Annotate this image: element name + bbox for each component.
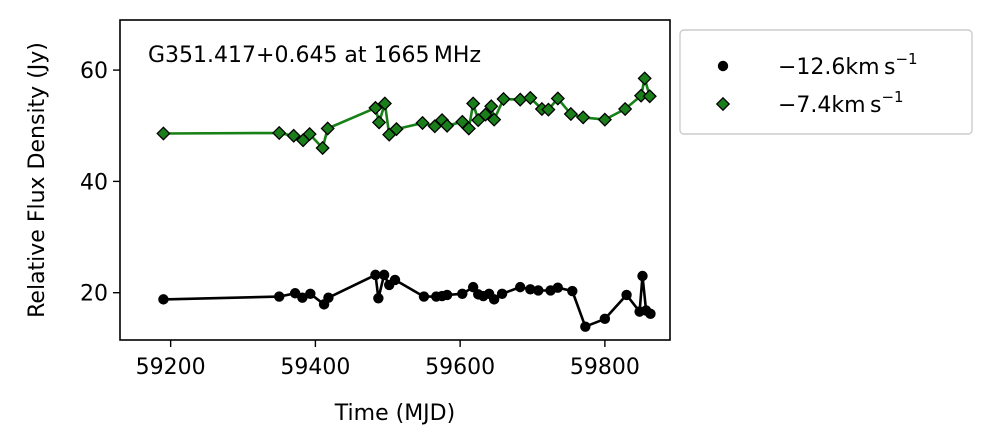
data-point	[550, 91, 565, 106]
data-point	[305, 288, 316, 300]
data-layer	[156, 71, 657, 332]
data-point	[567, 285, 578, 297]
data-point	[642, 89, 657, 104]
series-line	[163, 273, 652, 328]
data-point	[286, 128, 301, 143]
data-point	[580, 321, 591, 332]
legend-label-main: −12.6km s	[778, 55, 895, 80]
legend-label-sup: −1	[881, 88, 903, 106]
legend-label: −12.6km s−1	[778, 50, 918, 80]
x-tick-label: 59200	[136, 355, 206, 380]
data-point	[576, 110, 591, 125]
data-point	[552, 282, 564, 293]
data-point	[377, 96, 392, 111]
data-point	[488, 294, 500, 305]
legend-entry-1: −12.6km s−1	[717, 50, 918, 80]
data-point	[496, 288, 508, 300]
data-point	[513, 92, 528, 107]
series-1	[158, 269, 656, 332]
legend-marker	[715, 96, 731, 112]
data-point	[439, 118, 455, 133]
data-point	[378, 269, 390, 281]
data-point	[597, 112, 612, 127]
legend-label-sup: −1	[895, 50, 917, 68]
legend-label-main: −7.4km s	[778, 93, 881, 118]
legend-marker	[717, 60, 729, 72]
data-point	[487, 112, 502, 127]
data-point	[415, 115, 430, 131]
data-point	[637, 71, 652, 86]
y-tick-label: 20	[80, 282, 108, 307]
x-tick-label: 59400	[280, 355, 350, 380]
x-tick-label: 59800	[570, 355, 640, 380]
data-point	[484, 99, 499, 114]
y-axis-label: Relative Flux Density (Jy)	[25, 42, 50, 318]
data-point	[441, 289, 453, 301]
data-point	[599, 313, 611, 325]
data-point	[457, 288, 468, 300]
data-point	[621, 289, 632, 301]
data-point	[467, 281, 479, 293]
data-point	[371, 115, 387, 130]
x-axis-label: Time (MJD)	[334, 401, 455, 426]
data-point	[618, 101, 633, 117]
chart-title: G351.417+0.645 at 1665 MHz	[148, 43, 481, 68]
legend: −12.6km s−1−7.4km s−1	[679, 29, 973, 135]
data-point	[389, 121, 404, 137]
y-tick-label: 40	[80, 170, 108, 195]
data-point	[158, 294, 169, 305]
y-axis-ticks: 20 40 60	[80, 59, 120, 307]
data-point	[315, 140, 330, 156]
legend-label: −7.4km s−1	[778, 88, 904, 118]
data-point	[418, 291, 430, 302]
series-2	[156, 71, 657, 156]
data-point	[373, 293, 384, 304]
data-point	[389, 274, 401, 286]
data-point	[274, 291, 285, 302]
data-point	[368, 100, 383, 116]
data-point	[525, 284, 536, 295]
data-point	[320, 121, 335, 136]
data-point	[427, 119, 442, 134]
data-point	[302, 126, 317, 142]
data-point	[645, 308, 656, 320]
data-point	[637, 270, 648, 282]
data-point	[297, 292, 308, 303]
legend-box	[679, 29, 973, 135]
x-tick-label: 59600	[425, 355, 495, 380]
data-point	[156, 126, 171, 141]
data-point	[370, 269, 381, 281]
data-point	[533, 285, 544, 296]
data-point	[523, 90, 538, 106]
data-point	[541, 102, 556, 117]
data-point	[323, 292, 334, 303]
data-point	[496, 91, 511, 107]
x-axis-ticks: 59200 59400 59600 59800	[136, 340, 640, 380]
data-point	[514, 281, 526, 293]
data-point	[272, 125, 287, 141]
data-point	[633, 88, 649, 103]
data-point	[563, 106, 578, 122]
plot-area	[119, 19, 671, 341]
data-point	[461, 121, 476, 136]
data-point	[478, 107, 493, 122]
data-point	[466, 96, 481, 111]
y-tick-label: 60	[80, 59, 108, 84]
legend-entry-2: −7.4km s−1	[715, 88, 904, 118]
